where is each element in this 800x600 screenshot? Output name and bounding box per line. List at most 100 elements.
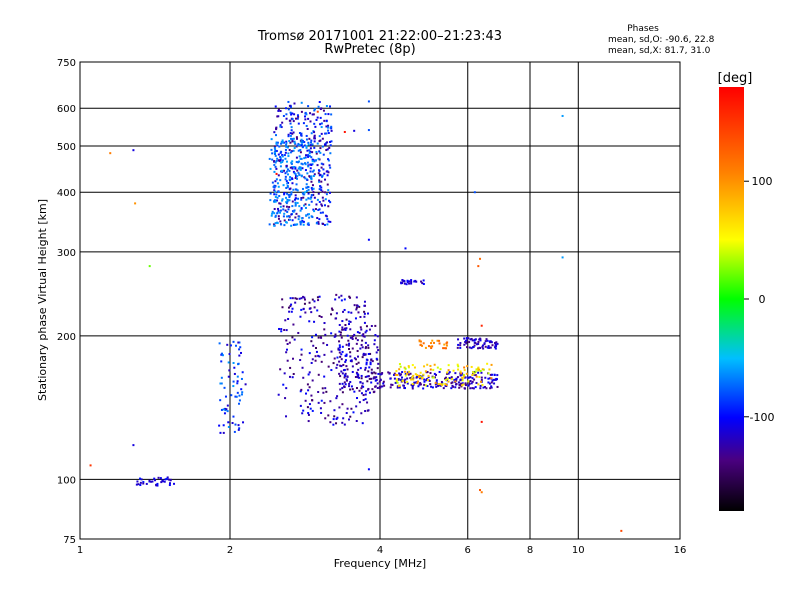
data-point [351, 388, 354, 391]
data-point [471, 387, 474, 390]
data-point [291, 140, 294, 143]
data-point [279, 157, 282, 160]
data-point [419, 377, 422, 380]
data-point [326, 218, 329, 221]
data-point [284, 151, 287, 154]
data-point [231, 422, 234, 425]
data-point [323, 223, 326, 226]
data-point [356, 339, 359, 342]
data-point [300, 162, 303, 165]
data-point [348, 382, 351, 385]
data-point [279, 179, 282, 182]
data-point [285, 180, 288, 183]
data-point [284, 172, 287, 175]
data-point [401, 279, 404, 282]
data-point [485, 338, 488, 341]
data-point [294, 167, 297, 170]
data-point [275, 172, 278, 175]
data-point [398, 386, 401, 389]
colorbar-tick-label: 0 [759, 293, 766, 306]
data-point [281, 161, 284, 164]
data-point [289, 176, 292, 179]
data-point [463, 337, 466, 340]
data-point [317, 391, 320, 394]
data-point [329, 105, 332, 108]
data-point [345, 365, 348, 368]
data-point [311, 143, 314, 146]
data-point [457, 381, 460, 384]
data-point [406, 380, 409, 383]
data-point [469, 387, 472, 390]
data-point [359, 347, 362, 350]
data-point [289, 305, 292, 308]
data-point [406, 382, 409, 385]
data-point [300, 348, 303, 351]
data-point [220, 353, 223, 356]
data-point [341, 421, 344, 424]
data-point [338, 372, 341, 375]
data-point [309, 163, 312, 166]
data-point [279, 368, 282, 371]
data-point [388, 372, 391, 375]
data-point [319, 116, 322, 119]
data-point [299, 157, 302, 160]
data-point [474, 342, 477, 345]
data-point [490, 381, 493, 384]
data-point [367, 353, 370, 356]
data-point [479, 380, 482, 383]
data-point [496, 374, 499, 377]
data-point [365, 346, 368, 349]
data-point [339, 355, 342, 358]
data-point [339, 375, 342, 378]
data-point [311, 409, 314, 412]
data-point [486, 362, 489, 365]
data-point [291, 200, 294, 203]
data-point [427, 374, 430, 377]
data-point [328, 191, 331, 194]
data-point [320, 203, 323, 206]
data-point [334, 298, 337, 301]
data-point [298, 215, 301, 218]
data-point [238, 354, 241, 357]
data-point [422, 342, 425, 345]
data-point [336, 356, 339, 359]
data-point [364, 353, 367, 356]
data-point [300, 388, 303, 391]
data-point [283, 192, 286, 195]
data-point [148, 479, 151, 482]
data-point [431, 386, 434, 389]
data-point [307, 165, 310, 168]
data-point [435, 373, 438, 376]
data-point [452, 369, 455, 372]
data-point [474, 374, 477, 377]
data-point [429, 364, 432, 367]
data-point [352, 411, 355, 414]
data-point [282, 184, 285, 187]
data-point [422, 387, 425, 390]
data-point [479, 387, 482, 390]
data-point [479, 369, 482, 372]
data-point [460, 373, 463, 376]
data-point [275, 193, 278, 196]
data-point [310, 340, 313, 343]
data-point [279, 205, 282, 208]
data-point [154, 479, 157, 482]
data-point [345, 353, 348, 356]
data-point [447, 372, 450, 375]
data-point [341, 320, 344, 323]
data-point [345, 343, 348, 346]
data-point [287, 193, 290, 196]
data-point [304, 111, 307, 114]
data-point [318, 188, 321, 191]
data-point [330, 113, 333, 116]
data-point [317, 373, 320, 376]
y-tick-label: 400 [57, 188, 76, 199]
data-point [492, 378, 495, 381]
data-point [375, 376, 378, 379]
data-point [403, 370, 406, 373]
data-point [456, 363, 459, 366]
data-point [355, 342, 358, 345]
phase-box-line2: mean, sd,X: 81.7, 31.0 [608, 46, 711, 56]
data-point [323, 119, 326, 122]
data-point [335, 317, 338, 320]
